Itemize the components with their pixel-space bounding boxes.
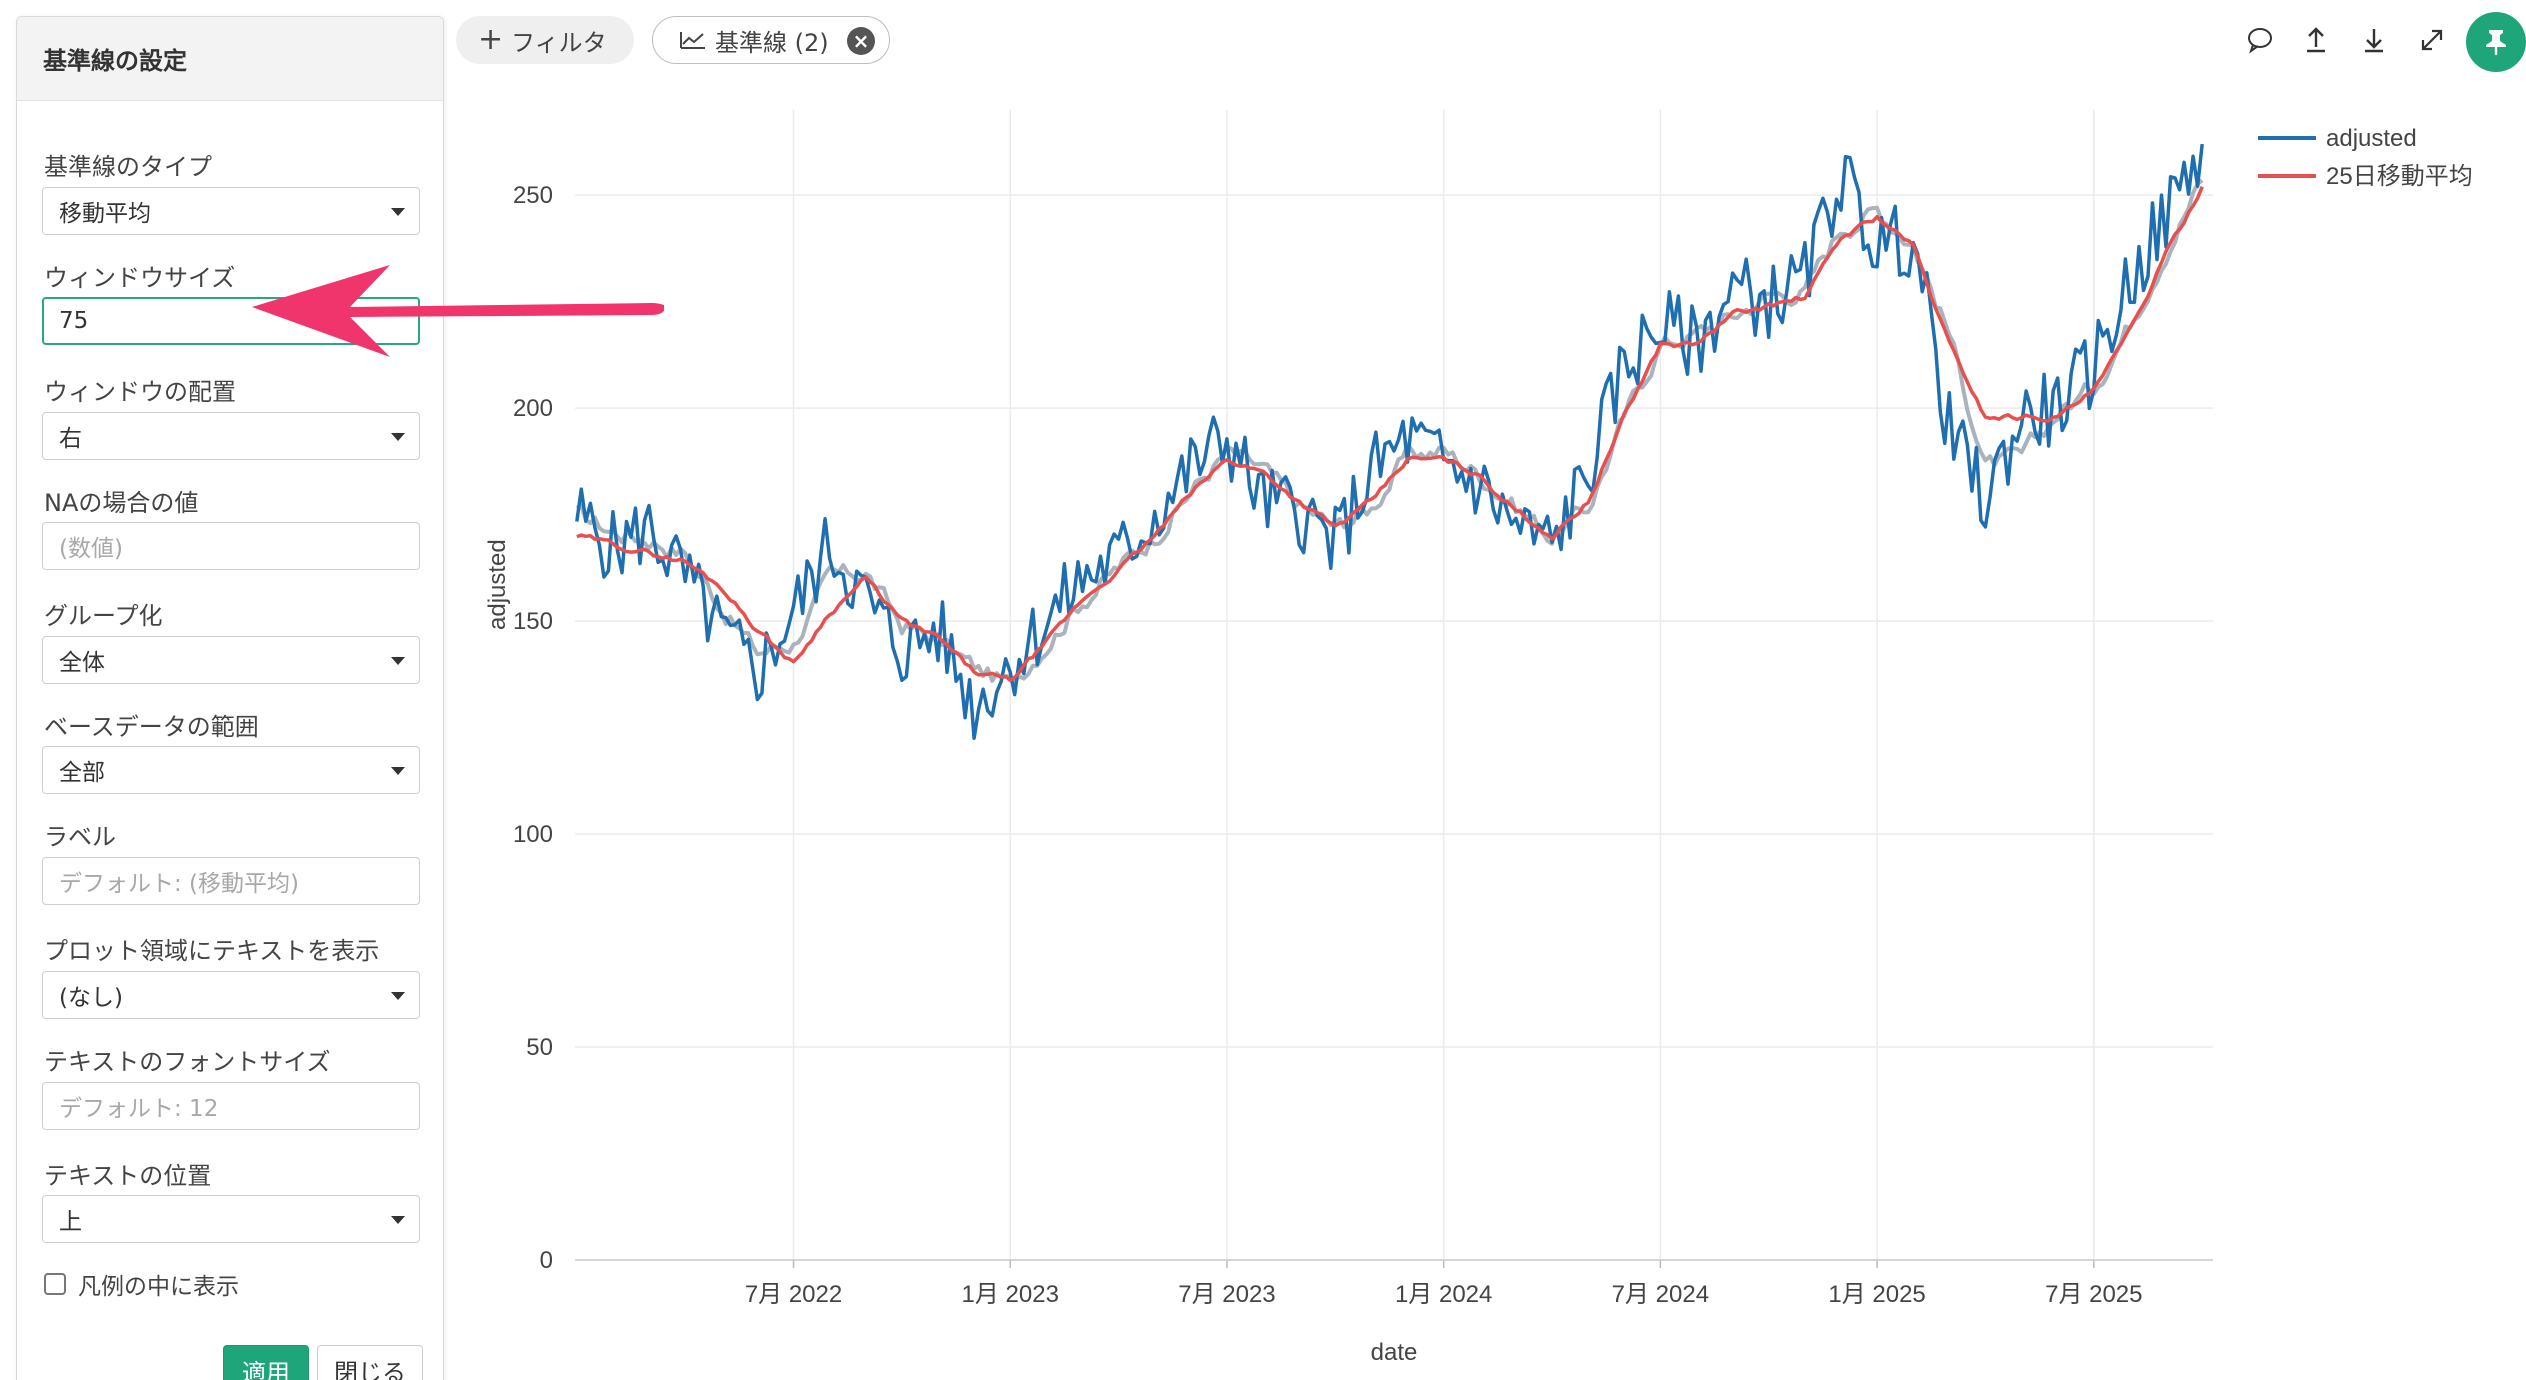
series-line-ma75	[575, 178, 2204, 684]
baseline-chip[interactable]: 基準線 (2) ×	[652, 16, 890, 64]
add-filter-button[interactable]: + フィルタ	[456, 16, 634, 64]
expand-icon[interactable]	[2414, 22, 2450, 58]
text-position-select[interactable]: 上	[42, 1195, 420, 1243]
plot-text-label: プロット領域にテキストを表示	[44, 937, 380, 965]
grouping-select[interactable]: 全体	[42, 636, 420, 684]
x-tick-label: 1月 2023	[962, 1281, 1059, 1308]
y-axis-title: adjusted	[484, 539, 511, 630]
y-tick-label: 150	[513, 608, 553, 635]
window-size-label: ウィンドウサイズ	[44, 264, 236, 292]
y-tick-label: 100	[513, 821, 553, 848]
window-placement-select[interactable]: 右	[42, 412, 420, 460]
plot-text-select[interactable]: (なし)	[42, 971, 420, 1019]
comment-icon[interactable]	[2242, 22, 2278, 58]
window-placement-value: 右	[59, 426, 82, 452]
na-value-placeholder: (数値)	[59, 536, 123, 562]
text-font-size-label: テキストのフォントサイズ	[44, 1048, 331, 1076]
show-in-legend-checkbox[interactable]: 凡例の中に表示	[44, 1267, 239, 1301]
grouping-value: 全体	[59, 650, 105, 676]
window-size-value: 75	[59, 308, 89, 334]
plus-icon: +	[478, 22, 504, 57]
baseline-type-select[interactable]: 移動平均	[42, 187, 420, 235]
y-tick-label: 250	[513, 182, 553, 209]
chevron-down-icon	[391, 433, 405, 441]
chart-axes: 0 50 100 150 200 250 7月 2022 1月 2023 7月 2023 1月 2…	[484, 182, 2213, 1366]
baseline-chip-label: 基準線 (2)	[715, 28, 829, 57]
download-icon[interactable]	[2356, 22, 2392, 58]
close-button[interactable]: 閉じる	[317, 1345, 423, 1380]
x-tick-label: 1月 2025	[1828, 1281, 1925, 1308]
chart-legend[interactable]: adjusted 25日移動平均	[2258, 125, 2473, 190]
x-axis-title: date	[1371, 1339, 1418, 1366]
base-data-range-value: 全部	[59, 760, 105, 786]
checkbox-box[interactable]	[44, 1273, 66, 1295]
label-field-label: ラベル	[44, 823, 116, 851]
series-line-ma25	[576, 186, 2204, 683]
baseline-type-value: 移動平均	[59, 201, 151, 227]
pin-icon[interactable]	[2466, 12, 2526, 72]
y-tick-label: 0	[540, 1247, 553, 1274]
chevron-down-icon	[391, 657, 405, 665]
x-tick-label: 7月 2025	[2045, 1281, 2142, 1308]
filter-label: フィルタ	[511, 28, 607, 57]
line-chart-icon	[680, 32, 705, 49]
window-size-input[interactable]: 75	[42, 297, 420, 345]
na-value-label: NAの場合の値	[44, 489, 199, 517]
panel-header: 基準線の設定	[17, 17, 443, 101]
x-tick-label: 7月 2024	[1612, 1281, 1709, 1308]
window-placement-label: ウィンドウの配置	[44, 378, 236, 406]
na-value-input[interactable]: (数値)	[42, 522, 420, 570]
label-placeholder: デフォルト: (移動平均)	[59, 871, 300, 897]
legend-label[interactable]: adjusted	[2326, 125, 2417, 152]
chevron-down-icon	[391, 992, 405, 1000]
x-tick-label: 7月 2023	[1178, 1281, 1275, 1308]
base-data-range-select[interactable]: 全部	[42, 746, 420, 794]
chevron-down-icon	[391, 1216, 405, 1224]
x-tick-label: 7月 2022	[745, 1281, 842, 1308]
y-tick-label: 50	[526, 1034, 553, 1061]
text-font-size-placeholder: デフォルト: 12	[59, 1096, 219, 1122]
legend-label[interactable]: 25日移動平均	[2326, 163, 2473, 190]
text-position-value: 上	[59, 1209, 82, 1235]
baseline-type-label: 基準線のタイプ	[44, 153, 212, 181]
base-data-range-label: ベースデータの範囲	[44, 713, 259, 741]
grouping-label: グループ化	[44, 602, 163, 630]
chevron-down-icon	[391, 767, 405, 775]
show-in-legend-label: 凡例の中に表示	[78, 1274, 239, 1300]
label-input[interactable]: デフォルト: (移動平均)	[42, 857, 420, 905]
series-line-adjusted	[575, 143, 2204, 740]
plot-text-value: (なし)	[59, 985, 123, 1011]
chart-grid	[575, 110, 2213, 1261]
text-font-size-input[interactable]: デフォルト: 12	[42, 1082, 420, 1130]
remove-baseline-icon[interactable]: ×	[847, 27, 875, 55]
y-tick-label: 200	[513, 395, 553, 422]
chart-series	[575, 143, 2204, 740]
chevron-down-icon	[391, 208, 405, 216]
panel-title: 基準線の設定	[43, 47, 187, 75]
x-tick-label: 1月 2024	[1395, 1281, 1492, 1308]
text-position-label: テキストの位置	[44, 1162, 212, 1190]
baseline-settings-panel: 基準線の設定 基準線のタイプ 移動平均 ウィンドウサイズ 75 ウィンドウの配置…	[16, 16, 444, 1380]
upload-icon[interactable]	[2298, 22, 2334, 58]
apply-button[interactable]: 適用	[223, 1345, 309, 1380]
